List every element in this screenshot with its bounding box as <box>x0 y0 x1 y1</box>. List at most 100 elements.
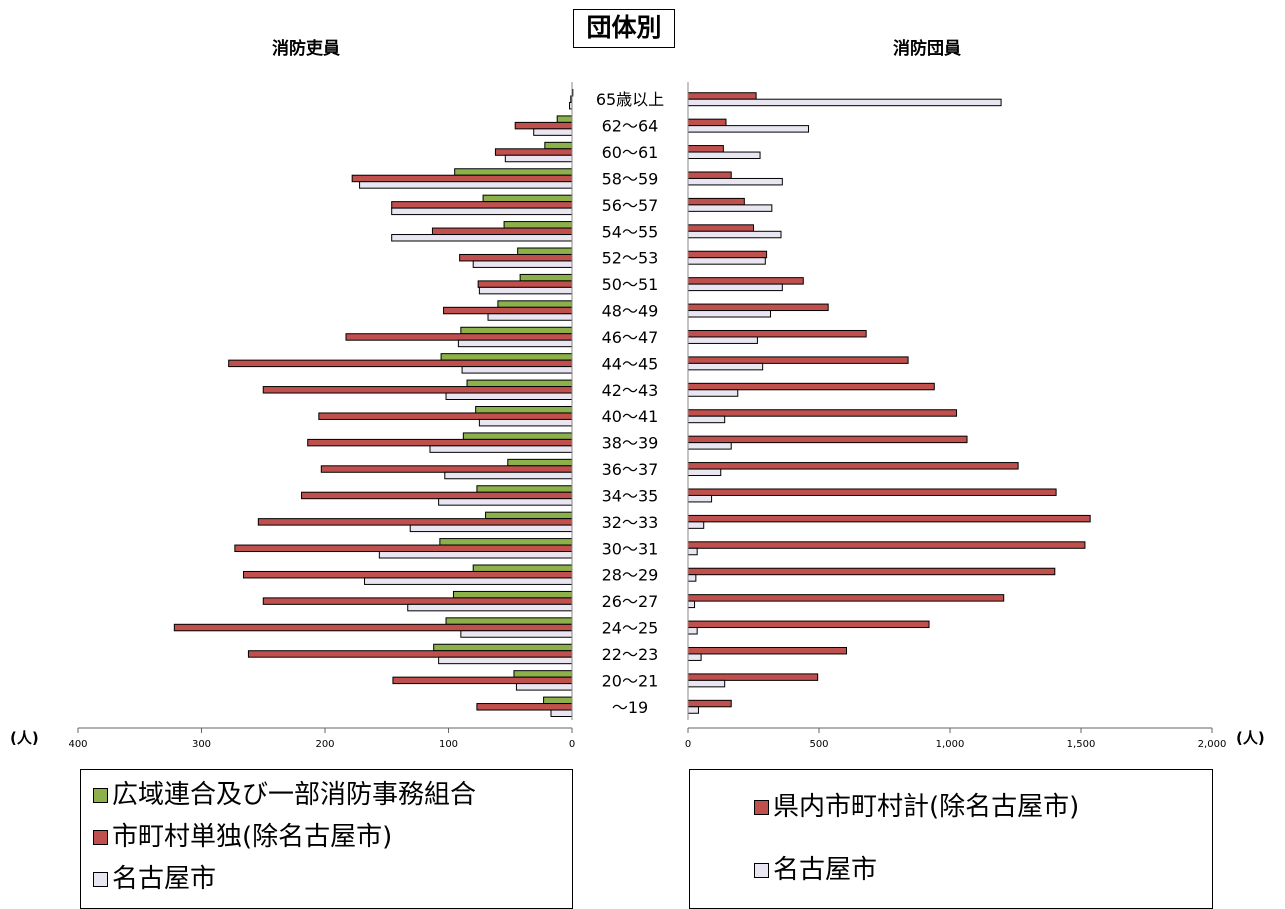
bar-left-2 <box>550 709 573 717</box>
age-label: 22〜23 <box>602 645 659 664</box>
bar-left-1 <box>391 201 573 209</box>
legend-label: 広域連合及び一部消防事務組合 <box>112 780 477 810</box>
bar-left-0 <box>507 458 573 467</box>
age-label: 54〜55 <box>602 222 659 241</box>
bar-right-1 <box>687 389 739 397</box>
bar-left-2 <box>478 418 573 427</box>
bar-right-0 <box>687 567 1056 576</box>
bar-left-1 <box>228 359 573 368</box>
bar-left-2 <box>391 207 573 216</box>
bar-left-2 <box>438 498 573 506</box>
age-label: 60〜61 <box>602 143 659 162</box>
bar-left-2 <box>461 366 573 374</box>
bar-left-0 <box>503 221 573 229</box>
bar-right-1 <box>687 468 722 477</box>
bar-left-2 <box>460 630 573 638</box>
bar-right-1 <box>687 706 699 714</box>
legend-item-kennai: 県内市町村計(除名古屋市) <box>754 792 1079 822</box>
left-unit-label: (人) <box>10 729 39 747</box>
bar-left-1 <box>345 333 573 341</box>
right-legend: 県内市町村計(除名古屋市) 名古屋市 <box>689 769 1213 909</box>
legend-item-nagoya: 名古屋市 <box>754 855 877 885</box>
age-label: 42〜43 <box>602 381 659 400</box>
legend-swatch-light <box>754 863 769 878</box>
bar-right-1 <box>687 442 732 450</box>
bar-left-2 <box>472 260 573 268</box>
bar-right-0 <box>687 646 848 655</box>
age-label: 52〜53 <box>602 249 659 268</box>
legend-item-shichoson: 市町村単独(除名古屋市) <box>93 822 392 852</box>
age-label: 30〜31 <box>602 539 659 558</box>
age-label: 26〜27 <box>602 592 659 611</box>
bar-right-0 <box>687 462 1019 470</box>
age-label: 56〜57 <box>602 196 659 215</box>
bar-left-1 <box>392 676 573 685</box>
bar-left-1 <box>262 386 573 394</box>
bar-left-2 <box>407 603 573 612</box>
bar-left-0 <box>556 115 573 123</box>
right-x-tick-label: 2,000 <box>1198 739 1227 750</box>
age-label: 46〜47 <box>602 328 659 347</box>
bar-left-2 <box>378 551 573 559</box>
bar-left-2 <box>429 445 573 453</box>
bar-left-1 <box>262 597 573 605</box>
age-label: 50〜51 <box>602 275 659 294</box>
bar-left-2 <box>409 524 573 533</box>
legend-label: 名古屋市 <box>112 864 217 894</box>
right-plot-area <box>687 92 1091 714</box>
bar-left-2 <box>457 339 573 348</box>
bar-left-0 <box>482 194 573 203</box>
bar-right-0 <box>687 382 935 391</box>
bar-right-1 <box>687 547 698 556</box>
bar-left-0 <box>433 643 573 652</box>
bar-left-2 <box>359 181 573 189</box>
bar-left-0 <box>466 379 573 388</box>
age-category-labels: 65歳以上 62〜64 60〜61 58〜59 56〜57 54〜55 52〜53 50〜51… <box>596 90 664 717</box>
age-label: 34〜35 <box>602 486 659 505</box>
bar-left-0 <box>439 538 573 546</box>
left-legend: 広域連合及び一部消防事務組合 市町村単独(除名古屋市) 名古屋市 <box>80 769 573 909</box>
bar-right-1 <box>687 574 697 582</box>
bar-right-0 <box>687 329 867 338</box>
bar-left-2 <box>364 577 573 585</box>
right-x-tick-label: 500 <box>809 739 828 750</box>
bar-right-1 <box>687 230 782 239</box>
bar-right-0 <box>687 673 819 681</box>
age-label: 58〜59 <box>602 169 659 188</box>
bar-right-0 <box>687 435 968 444</box>
age-label: 32〜33 <box>602 513 659 532</box>
legend-swatch-red <box>93 830 108 845</box>
right-x-tick-label: 1,500 <box>1067 739 1096 750</box>
bar-right-0 <box>687 250 768 259</box>
bar-left-2 <box>444 471 573 480</box>
bar-left-0 <box>445 617 573 625</box>
bar-left-1 <box>431 227 573 236</box>
bar-right-1 <box>687 415 726 424</box>
bar-left-1 <box>173 623 573 632</box>
bar-left-0 <box>454 168 573 176</box>
bar-left-2 <box>487 313 573 321</box>
age-label: 36〜37 <box>602 460 659 479</box>
bar-right-1 <box>687 627 698 635</box>
bar-left-1 <box>351 174 573 183</box>
age-label: 〜19 <box>612 698 648 717</box>
bar-right-0 <box>687 197 745 206</box>
bar-left-0 <box>472 564 573 572</box>
bar-right-0 <box>687 356 909 364</box>
bar-left-0 <box>519 273 573 282</box>
bar-right-1 <box>687 653 702 661</box>
age-label: 62〜64 <box>602 117 659 136</box>
age-label: 20〜21 <box>602 671 659 690</box>
bar-right-0 <box>687 594 1005 602</box>
age-label: 38〜39 <box>602 434 659 453</box>
bar-left-2 <box>445 392 573 400</box>
bar-right-1 <box>687 257 766 265</box>
age-label: 44〜45 <box>602 354 659 373</box>
chart-title: 団体別 <box>573 9 675 48</box>
legend-swatch-light <box>93 872 108 887</box>
age-label: 40〜41 <box>602 407 659 426</box>
bar-right-0 <box>687 488 1057 496</box>
bar-left-1 <box>257 518 573 526</box>
legend-item-kouiki: 広域連合及び一部消防事務組合 <box>93 780 476 810</box>
